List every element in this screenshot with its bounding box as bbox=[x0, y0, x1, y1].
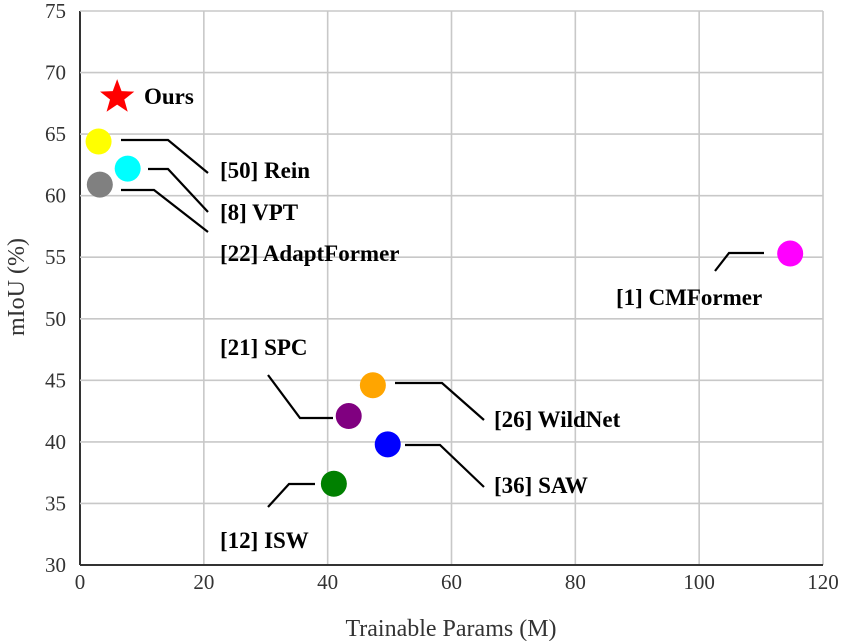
y-tick-label: 55 bbox=[45, 245, 66, 269]
leader-12-isw bbox=[267, 482, 315, 508]
label-21-spc: [21] SPC bbox=[220, 335, 308, 360]
leader-26-wildnet bbox=[395, 381, 485, 421]
label-8-vpt: [8] VPT bbox=[220, 200, 298, 225]
x-tick-label: 20 bbox=[193, 570, 214, 594]
x-tick-label: 60 bbox=[441, 570, 462, 594]
leader-21-spc bbox=[267, 374, 333, 420]
x-tick-label: 40 bbox=[317, 570, 338, 594]
y-tick-label: 30 bbox=[45, 553, 66, 577]
point-8-vpt bbox=[114, 155, 141, 182]
x-tick-label: 0 bbox=[75, 570, 86, 594]
label-26-wildnet: [26] WildNet bbox=[494, 407, 621, 432]
y-tick-label: 65 bbox=[45, 122, 66, 146]
x-tick-label: 80 bbox=[565, 570, 586, 594]
point-ours bbox=[100, 79, 135, 112]
label-36-saw: [36] SAW bbox=[494, 473, 588, 498]
y-tick-label: 35 bbox=[45, 491, 66, 515]
label-12-isw: [12] ISW bbox=[220, 528, 309, 553]
point-labels: Ours [50] Rein [8] VPT [22] AdaptFormer [1] … bbox=[144, 84, 762, 553]
label-1-cmformer: [1] CMFormer bbox=[616, 285, 762, 310]
y-tick-label: 45 bbox=[45, 368, 66, 392]
y-tick-label: 50 bbox=[45, 307, 66, 331]
point-22-adaptformer bbox=[86, 171, 113, 198]
tick-labels: 0 20 40 60 80 100 120 30 35 40 45 50 55 60 65 70 75 bbox=[45, 0, 839, 594]
point-1-cmformer bbox=[777, 240, 804, 267]
label-22-adaptformer: [22] AdaptFormer bbox=[220, 241, 400, 266]
leader-36-saw bbox=[405, 443, 485, 488]
point-21-spc bbox=[335, 403, 362, 430]
x-axis-label: Trainable Params (M) bbox=[345, 616, 556, 641]
label-50-rein: [50] Rein bbox=[220, 158, 310, 183]
x-tick-label: 100 bbox=[683, 570, 715, 594]
leader-lines bbox=[121, 138, 764, 508]
point-50-rein bbox=[85, 128, 112, 155]
leader-22-adaptformer bbox=[121, 188, 209, 233]
y-tick-label: 40 bbox=[45, 430, 66, 454]
point-36-saw bbox=[374, 431, 401, 458]
leader-8-vpt bbox=[148, 167, 209, 213]
label-ours: Ours bbox=[144, 84, 194, 109]
leader-50-rein bbox=[121, 138, 209, 174]
x-tick-label: 120 bbox=[807, 570, 839, 594]
point-26-wildnet bbox=[359, 372, 386, 399]
grid bbox=[79, 10, 824, 566]
y-tick-label: 75 bbox=[45, 0, 66, 23]
y-axis-label: mIoU (%) bbox=[4, 238, 30, 336]
y-tick-label: 70 bbox=[45, 61, 66, 85]
leader-1-cmformer bbox=[714, 251, 764, 272]
point-12-isw bbox=[320, 470, 347, 497]
data-points bbox=[85, 79, 804, 497]
y-tick-label: 60 bbox=[45, 184, 66, 208]
